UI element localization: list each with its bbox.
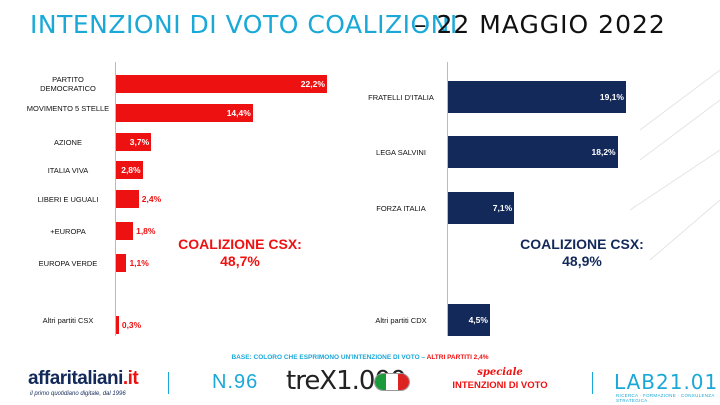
bar [116, 316, 119, 334]
coalition-total: COALIZIONE CSX: 48,9% [520, 236, 644, 270]
data-label: 7,1% [492, 203, 513, 213]
category-label: LIBERI E UGUALI [37, 194, 99, 204]
data-label: 18,2% [591, 147, 616, 157]
special-line2: INTENZIONI DI VOTO [452, 380, 548, 391]
footer-divider [592, 372, 593, 394]
brand-tagline: il primo quotidiano digitale, dal 1996 [30, 391, 126, 397]
coalition-total: COALIZIONE CSX: 48,7% [178, 236, 302, 270]
bar [116, 133, 152, 151]
bar [116, 254, 127, 272]
coalition-value: 48,9% [562, 253, 602, 269]
chart-area: PARTITO DEMOCRATICO 22,2% MOVIMENTO 5 STEL… [26, 62, 644, 336]
category-label: Altri partiti CSX [42, 316, 94, 325]
affaritaliani-logo: affaritaliani.it [28, 368, 139, 390]
data-label: 22,2% [300, 79, 325, 89]
bar [448, 81, 626, 113]
data-label: 2,4% [141, 194, 162, 204]
category-label: LEGA SALVINI [376, 147, 426, 157]
data-label: 19,1% [599, 92, 624, 102]
bar [448, 192, 515, 224]
chart-axis [115, 62, 116, 336]
base-note-highlight: ALTRI PARTITI 2,4% [426, 354, 489, 361]
special-badge: speciale INTENZIONI DI VOTO [440, 367, 560, 391]
category-label: EUROPA VERDE [38, 258, 98, 268]
bar [448, 304, 490, 336]
data-label: 3,7% [129, 137, 150, 147]
data-label: 14,4% [226, 108, 251, 118]
footer: affaritaliani.it il primo quotidiano dig… [0, 362, 720, 405]
bar [116, 161, 143, 179]
data-label: 1,1% [129, 258, 149, 268]
bar [116, 75, 327, 93]
category-label: FORZA ITALIA [376, 203, 426, 213]
base-note-text: COLORO CHE ESPRIMONO UN'INTENZIONE DI VO… [251, 354, 427, 361]
base-note-prefix: BASE: [231, 354, 252, 361]
coalition-value: 48,7% [220, 253, 260, 269]
decorative-lines [630, 69, 720, 260]
category-label: ITALIA VIVA [47, 165, 89, 175]
brand-name: affaritaliani [28, 368, 123, 389]
page-date: – 22 MAGGIO 2022 [414, 10, 666, 39]
category-label: Altri partiti CDX [375, 315, 427, 325]
data-label: 2,8% [121, 165, 141, 175]
category-label: FRATELLI D'ITALIA [368, 92, 434, 102]
category-label: AZIONE [54, 137, 82, 147]
chart-axis [447, 62, 448, 336]
special-line1: speciale [477, 367, 523, 378]
bar [116, 104, 253, 122]
bar [116, 190, 139, 208]
page-title: INTENZIONI DI VOTO COALIZIONI [30, 10, 458, 39]
italian-flag-icon [374, 373, 410, 391]
footer-divider [168, 372, 169, 394]
bar [448, 136, 618, 168]
title-bar: INTENZIONI DI VOTO COALIZIONI – 22 MAGGI… [0, 0, 720, 52]
flag-stripe [375, 374, 387, 390]
coalition-label: COALIZIONE CSX: [178, 236, 302, 252]
flag-stripe [386, 374, 398, 390]
data-label: 4,5% [468, 315, 488, 325]
category-label: MOVIMENTO 5 STELLE [26, 104, 110, 113]
data-label: 0,3% [121, 320, 142, 330]
issue-number: N.96 [212, 371, 259, 393]
data-label: 1,8% [136, 226, 156, 236]
category-label: PARTITO DEMOCRATICO [40, 75, 96, 93]
coalition-label: COALIZIONE CSX: [520, 236, 644, 252]
category-label: +EUROPA [50, 226, 86, 236]
lab-tagline: RICERCA · FORMAZIONE · CONSULENZA STRATE… [616, 393, 715, 403]
base-note: BASE: COLORO CHE ESPRIMONO UN'INTENZIONE… [0, 354, 720, 361]
brand-tld: .it [122, 368, 139, 389]
bar [116, 222, 134, 240]
flag-stripe [397, 374, 409, 390]
lab2101-logo: LAB21.01 [614, 370, 719, 394]
